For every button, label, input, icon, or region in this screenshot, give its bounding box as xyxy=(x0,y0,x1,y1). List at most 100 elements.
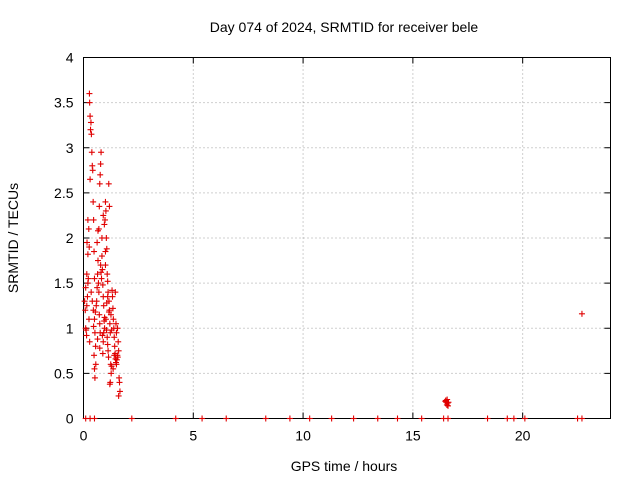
data-point xyxy=(99,350,106,357)
y-tick-label: 3.5 xyxy=(54,95,74,111)
data-point xyxy=(83,332,90,339)
data-point xyxy=(92,309,99,316)
data-point xyxy=(115,392,122,399)
data-point xyxy=(85,275,92,282)
data-point xyxy=(104,334,111,341)
data-point xyxy=(578,415,585,422)
x-axis-label: GPS time / hours xyxy=(291,458,398,474)
data-point xyxy=(96,311,103,318)
data-point xyxy=(90,198,97,205)
data-point xyxy=(86,338,93,345)
data-point xyxy=(445,415,452,422)
data-point xyxy=(97,160,104,167)
data-point xyxy=(82,284,89,291)
data-point xyxy=(103,327,110,334)
data-point xyxy=(111,352,118,359)
data-point xyxy=(83,302,90,309)
data-point xyxy=(108,370,115,377)
data-point xyxy=(96,345,103,352)
data-point xyxy=(91,415,98,422)
data-point xyxy=(84,293,91,300)
data-point xyxy=(103,245,110,252)
data-point xyxy=(128,415,135,422)
data-point xyxy=(85,225,92,232)
data-point xyxy=(504,415,511,422)
data-point xyxy=(99,332,106,339)
y-tick-label: 2.5 xyxy=(54,185,74,201)
data-point xyxy=(106,320,113,327)
data-point xyxy=(114,325,121,332)
data-point xyxy=(100,338,107,345)
data-point xyxy=(102,262,109,269)
data-point xyxy=(116,379,123,386)
data-point xyxy=(106,203,113,210)
data-point xyxy=(94,257,101,264)
data-point xyxy=(111,334,118,341)
data-point xyxy=(96,320,103,327)
data-point xyxy=(96,203,103,210)
data-point xyxy=(84,239,91,246)
y-axis-label: SRMTID / TECUs xyxy=(5,183,21,293)
data-point xyxy=(105,354,112,361)
data-point xyxy=(104,341,111,348)
data-point xyxy=(86,99,93,106)
data-point xyxy=(86,244,93,251)
data-point xyxy=(86,90,93,97)
data-point xyxy=(98,275,105,282)
data-point xyxy=(445,399,452,406)
data-point xyxy=(101,221,108,228)
data-point xyxy=(104,271,111,278)
data-point xyxy=(99,281,106,288)
data-point xyxy=(98,235,105,241)
data-point xyxy=(91,316,98,323)
data-point xyxy=(110,365,117,372)
data-point xyxy=(94,227,101,234)
data-point xyxy=(98,269,105,276)
data-point xyxy=(286,415,293,422)
y-tick-label: 2 xyxy=(66,230,74,246)
data-point xyxy=(84,251,91,258)
data-point xyxy=(105,347,112,354)
grid-lines xyxy=(83,57,611,419)
data-point xyxy=(91,352,98,359)
data-point xyxy=(223,415,230,422)
data-point xyxy=(112,289,119,296)
data-point xyxy=(306,415,313,422)
data-point xyxy=(97,171,104,178)
data-point xyxy=(199,415,206,422)
data-point xyxy=(103,299,110,306)
data-point xyxy=(102,248,109,255)
data-point xyxy=(91,248,98,255)
data-point xyxy=(84,216,91,223)
data-point xyxy=(90,323,97,330)
data-point xyxy=(88,289,95,296)
data-point xyxy=(104,278,111,285)
data-point xyxy=(114,354,121,361)
data-point xyxy=(99,266,106,273)
data-point xyxy=(87,113,94,120)
y-tick-label: 1.5 xyxy=(54,275,74,291)
data-point xyxy=(105,309,112,316)
y-tick-label: 4 xyxy=(66,50,74,66)
y-tick-label: 0 xyxy=(66,411,74,427)
data-point xyxy=(110,316,117,323)
data-point xyxy=(108,327,115,334)
data-point xyxy=(109,287,116,294)
y-tick-label: 3 xyxy=(66,140,74,156)
data-point xyxy=(172,415,179,422)
data-point xyxy=(104,293,111,300)
data-point xyxy=(87,126,94,133)
data-point xyxy=(112,320,119,327)
axis-ticks: 0 0.5 1 1.5 2 2.5 3 3.5 4 0 5 10 15 20 xyxy=(54,50,611,444)
data-point xyxy=(87,119,94,126)
data-point xyxy=(92,343,99,350)
data-point xyxy=(98,149,105,156)
data-point xyxy=(105,180,112,187)
x-tick-label: 15 xyxy=(405,428,421,444)
plot-frame xyxy=(83,57,611,419)
data-point xyxy=(91,365,98,372)
y-tick-label: 0.5 xyxy=(54,365,74,381)
data-point xyxy=(418,415,425,422)
data-point xyxy=(90,216,97,223)
